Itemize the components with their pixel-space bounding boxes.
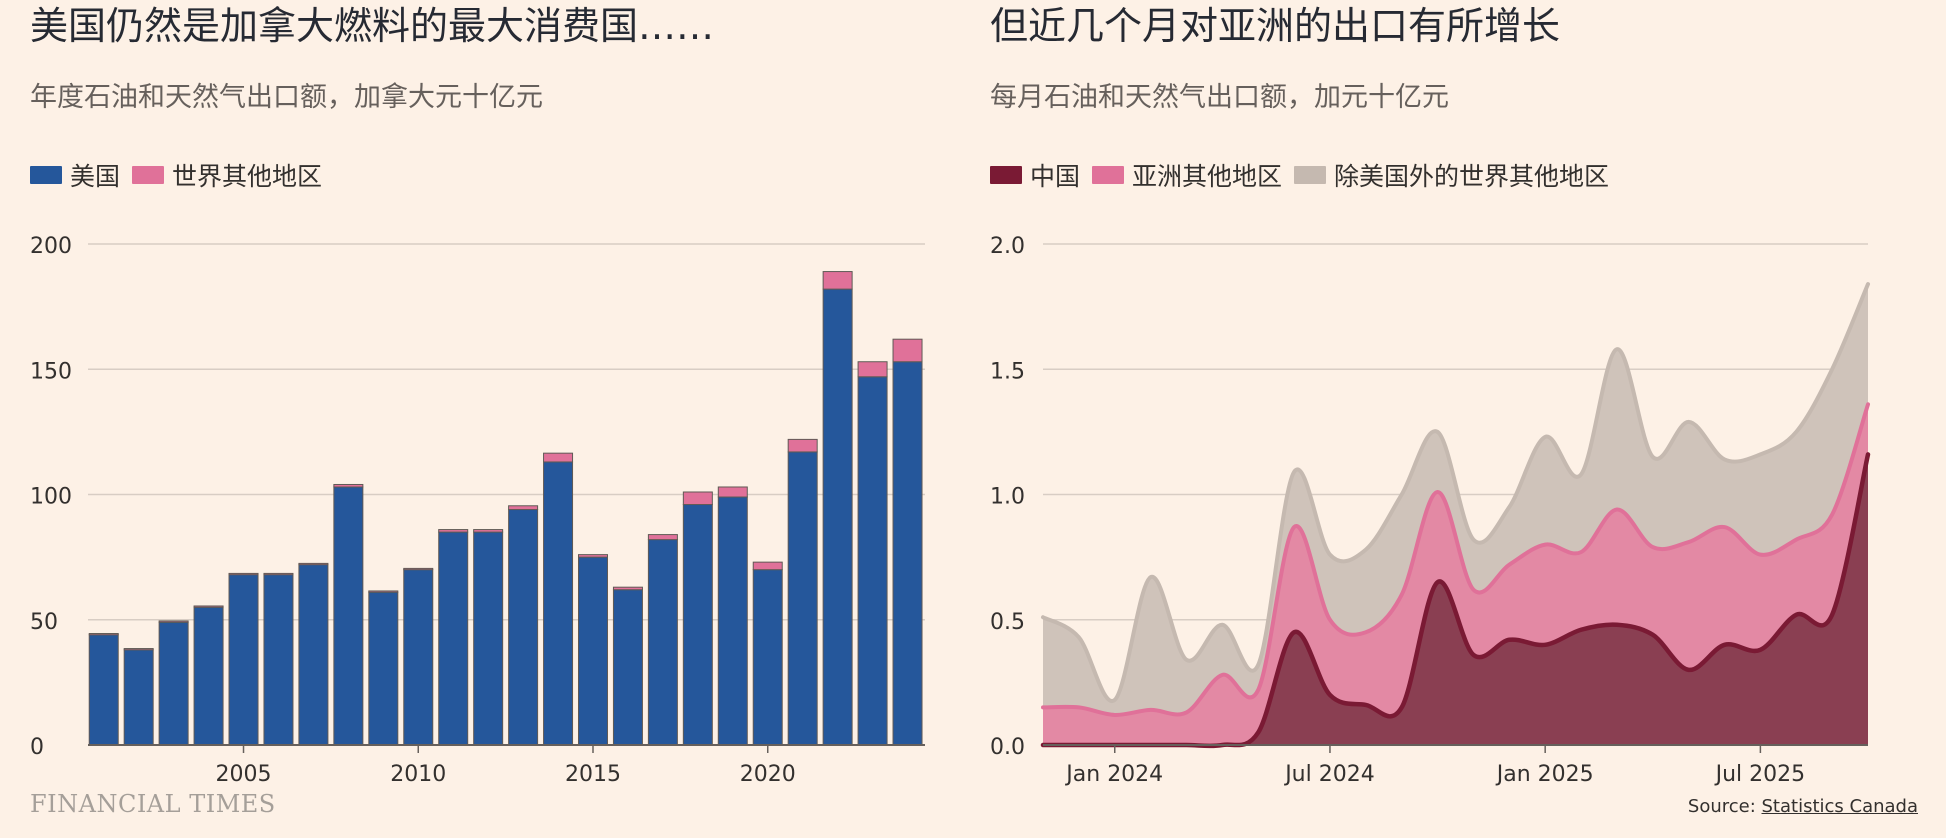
bar-usa-2019 [717, 496, 748, 746]
monthly-exports-panel: 但近几个月对亚洲的出口有所增长 每月石油和天然气出口额，加元十亿元 中国 亚洲其… [960, 0, 1946, 838]
left-y-tick-label: 200 [30, 234, 72, 259]
legend-item-usa: 美国 [30, 157, 120, 193]
bar-rest-of-world-2010 [403, 567, 434, 571]
bar-rest-of-world-2012 [473, 529, 504, 533]
bar-rest-of-world-2009 [368, 590, 399, 593]
bar-usa-2012 [473, 531, 504, 746]
bar-rest-of-world-2021 [787, 438, 818, 453]
bar-usa-2005 [228, 574, 259, 746]
bar-usa-2011 [438, 531, 469, 746]
bar-usa-2021 [787, 451, 818, 746]
area-china [1043, 454, 1868, 746]
source-link[interactable]: Statistics Canada [1761, 796, 1919, 817]
bar-usa-2024 [892, 361, 923, 746]
bar-rest-of-world-2022 [822, 271, 853, 290]
bar-rest-of-world-2005 [228, 572, 259, 576]
legend-label-rest-of-world-ex-us: 除美国外的世界其他地区 [1334, 162, 1610, 191]
right-x-tick-label: Jan 2025 [1495, 762, 1594, 787]
legend-label-china: 中国 [1030, 162, 1081, 191]
bar-usa-2016 [612, 589, 643, 746]
legend-swatch-rest-of-world [132, 166, 165, 184]
left-y-tick-label: 0 [30, 735, 44, 760]
line-rest-of-asia [1041, 402, 1870, 717]
bar-usa-2018 [682, 504, 713, 746]
bar-rest-of-world-2006 [263, 572, 294, 576]
bar-usa-2008 [333, 486, 364, 746]
left-x-tick-label: 2015 [565, 762, 621, 787]
legend-swatch-rest-of-world-ex-us [1294, 166, 1327, 184]
bar-usa-2020 [752, 569, 783, 746]
legend-item-china: 中国 [990, 157, 1080, 193]
left-y-tick-label: 150 [30, 359, 72, 384]
bar-rest-of-world-2003 [158, 620, 189, 623]
ft-brand-logo: FINANCIAL TIMES [30, 790, 276, 818]
bar-usa-2003 [158, 621, 189, 746]
legend-item-rest-of-world-ex-us: 除美国外的世界其他地区 [1294, 157, 1609, 193]
right-x-tick-label: Jul 2024 [1283, 762, 1375, 787]
left-y-tick-label: 100 [30, 485, 72, 510]
legend-label-usa: 美国 [70, 162, 121, 191]
bar-usa-2015 [577, 556, 608, 746]
bar-rest-of-world-2020 [752, 561, 783, 571]
left-chart-legend: 美国 世界其他地区 [30, 157, 334, 193]
bar-rest-of-world-2019 [717, 486, 748, 498]
bar-rest-of-world-2023 [857, 361, 888, 378]
legend-item-rest-of-world: 世界其他地区 [132, 157, 322, 193]
bar-rest-of-world-2014 [543, 452, 574, 463]
annual-exports-panel: 美国仍然是加拿大燃料的最大消费国…… 年度石油和天然气出口额，加拿大元十亿元 美… [0, 0, 960, 838]
left-chart-subtitle: 年度石油和天然气出口额，加拿大元十亿元 [30, 82, 543, 113]
legend-swatch-rest-of-asia [1092, 166, 1125, 184]
bar-usa-2014 [543, 461, 574, 746]
left-chart-title: 美国仍然是加拿大燃料的最大消费国…… [30, 4, 715, 48]
right-y-tick-label: 0.5 [990, 610, 1025, 635]
bar-usa-2007 [298, 564, 329, 746]
monthly-exports-area-chart: 2.0 1.5 1.0 0.5 0.0 Jan 2024 Jul 2024 Jan 2025 J… [990, 234, 1871, 787]
left-y-tick-label: 50 [30, 610, 58, 635]
bar-usa-2006 [263, 574, 294, 746]
right-y-tick-label: 2.0 [990, 234, 1025, 259]
line-rest-of-world-ex-us [1041, 282, 1870, 703]
legend-swatch-china [990, 166, 1022, 184]
bar-usa-2017 [647, 539, 678, 746]
right-y-tick-label: 1.0 [990, 485, 1025, 510]
bar-usa-2013 [508, 509, 539, 746]
bar-rest-of-world-2015 [577, 554, 608, 558]
legend-label-rest-of-asia: 亚洲其他地区 [1132, 162, 1283, 191]
bar-rest-of-world-2004 [193, 605, 224, 608]
legend-label-rest-of-world: 世界其他地区 [172, 162, 323, 191]
bar-usa-2023 [857, 376, 888, 746]
bar-usa-2010 [403, 569, 434, 746]
right-chart-subtitle: 每月石油和天然气出口额，加元十亿元 [990, 82, 1449, 113]
right-x-tick-label: Jan 2024 [1064, 762, 1163, 787]
bar-usa-2001 [88, 634, 119, 746]
bar-rest-of-world-2024 [892, 338, 923, 363]
bar-usa-2004 [193, 606, 224, 746]
right-x-tick-label: Jul 2025 [1714, 762, 1806, 787]
bar-rest-of-world-2007 [298, 562, 329, 566]
legend-swatch-usa [30, 166, 62, 184]
annual-exports-bar-chart: 200 150 100 50 0 2005 2010 2015 2020 [30, 234, 925, 787]
bar-usa-2022 [822, 288, 853, 746]
right-chart-title: 但近几个月对亚洲的出口有所增长 [990, 4, 1561, 48]
legend-item-rest-of-asia: 亚洲其他地区 [1092, 157, 1282, 193]
bar-rest-of-world-2017 [647, 534, 678, 541]
left-x-tick-label: 2010 [390, 762, 446, 787]
bar-rest-of-world-2008 [333, 483, 364, 488]
source-credit: Source: Statistics Canada [1688, 796, 1918, 817]
bar-rest-of-world-2018 [682, 491, 713, 506]
bar-rest-of-world-2016 [612, 586, 643, 591]
bar-usa-2009 [368, 591, 399, 746]
bar-rest-of-world-2002 [123, 648, 154, 651]
bar-rest-of-world-2013 [508, 505, 539, 511]
bar-rest-of-world-2001 [88, 633, 119, 636]
right-chart-legend: 中国 亚洲其他地区 除美国外的世界其他地区 [990, 157, 1621, 193]
bar-usa-2002 [123, 649, 154, 746]
source-prefix: Source: [1687, 796, 1762, 817]
left-x-tick-label: 2005 [216, 762, 272, 787]
bar-rest-of-world-2011 [438, 529, 469, 533]
right-y-tick-label: 0.0 [990, 735, 1025, 760]
left-x-tick-label: 2020 [740, 762, 796, 787]
right-y-tick-label: 1.5 [990, 359, 1025, 384]
